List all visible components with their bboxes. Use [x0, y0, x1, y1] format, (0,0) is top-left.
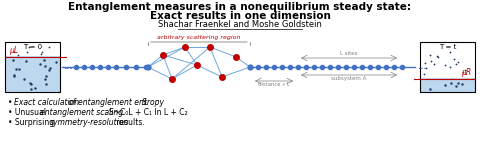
Text: • Unusual: • Unusual — [8, 108, 48, 117]
Text: arbitrary scattering region: arbitrary scattering region — [157, 35, 241, 40]
Text: ...: ... — [417, 61, 427, 71]
Text: μR: μR — [461, 68, 471, 77]
Text: ...: ... — [63, 61, 73, 71]
Text: • Surprising: • Surprising — [8, 118, 57, 127]
Text: entanglement scaling: entanglement scaling — [40, 108, 123, 117]
Text: •: • — [8, 98, 15, 107]
Text: subsystem A: subsystem A — [331, 76, 367, 81]
Text: of entanglement entropy: of entanglement entropy — [66, 98, 167, 107]
Text: Shachar Fraenkel and Moshe Goldstein: Shachar Fraenkel and Moshe Goldstein — [158, 20, 322, 29]
Text: S.: S. — [142, 98, 149, 107]
Text: Exact calculation: Exact calculation — [14, 98, 79, 107]
Text: symmetry-resolution: symmetry-resolution — [50, 118, 129, 127]
Text: Exact results in one dimension: Exact results in one dimension — [150, 11, 330, 21]
Text: distance » L: distance » L — [258, 82, 290, 87]
Text: results.: results. — [114, 118, 145, 127]
Text: Entanglement measures in a nonequilibrium steady state:: Entanglement measures in a nonequilibriu… — [69, 2, 411, 12]
FancyBboxPatch shape — [420, 78, 475, 92]
Text: T = t: T = t — [439, 44, 456, 50]
Text: μL: μL — [9, 46, 18, 55]
FancyBboxPatch shape — [5, 56, 60, 92]
Text: L sites: L sites — [340, 51, 358, 56]
Text: T = 0: T = 0 — [23, 44, 42, 50]
Text: : S~C₀L + C₁ ln L + C₂: : S~C₀L + C₁ ln L + C₂ — [104, 108, 188, 117]
